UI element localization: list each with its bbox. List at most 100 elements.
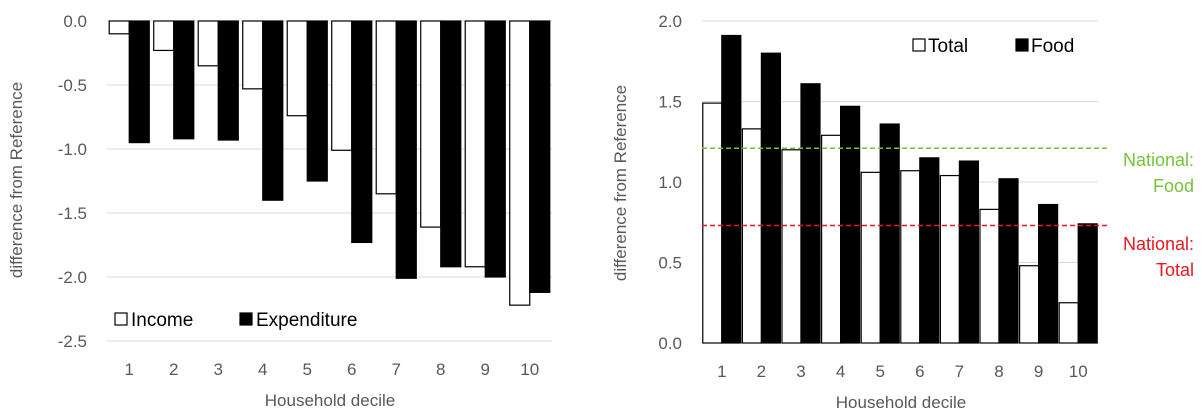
- y-tick-label: -0.5: [58, 76, 87, 95]
- bar-total-3: [781, 149, 802, 344]
- y-tick-label: -1.0: [58, 140, 87, 159]
- bar-income-5: [286, 20, 308, 117]
- bar-food-2: [760, 52, 782, 344]
- bar-food-6: [919, 157, 940, 344]
- bar-food-8: [998, 178, 1019, 344]
- y-tick-label: -1.5: [58, 204, 87, 223]
- x-tick-label: 9: [481, 360, 490, 379]
- bar-income-1: [108, 20, 130, 35]
- bar-income-2: [153, 20, 175, 52]
- legend-label-income: Income: [131, 310, 193, 331]
- bar-food-7: [958, 160, 980, 344]
- y-tick-label: 0.0: [63, 12, 87, 31]
- bar-food-1: [721, 34, 742, 344]
- bar-expenditure-10: [529, 20, 551, 293]
- x-tick-label: 9: [1034, 362, 1043, 381]
- bar-food-9: [1037, 203, 1059, 344]
- x-tick-label: 2: [169, 360, 178, 379]
- left-x-axis-label: Household decile: [265, 391, 395, 410]
- bar-total-4: [820, 134, 842, 344]
- y-tick-label: 1.0: [658, 173, 682, 192]
- x-tick-label: 10: [1069, 362, 1088, 381]
- bar-food-4: [839, 105, 861, 344]
- legend-label-expenditure: Expenditure: [256, 310, 357, 331]
- right-legend: Total Food: [912, 36, 1074, 57]
- bar-income-7: [375, 20, 397, 195]
- left-x-tick-labels: 1 2 3 4 5 6 7 8 9 10: [125, 360, 540, 379]
- x-tick-label: 10: [520, 360, 539, 379]
- legend-swatch-total: [912, 38, 926, 52]
- x-tick-label: 4: [836, 362, 845, 381]
- bar-expenditure-9: [484, 20, 506, 278]
- legend-label-total: Total: [928, 36, 968, 57]
- x-tick-label: 1: [125, 360, 134, 379]
- x-tick-label: 2: [757, 362, 766, 381]
- right-y-axis-label: difference from Reference: [611, 85, 630, 281]
- y-tick-label: 0.0: [658, 334, 682, 353]
- left-y-axis-label: difference from Reference: [7, 82, 26, 278]
- legend-label-food: Food: [1031, 36, 1074, 57]
- bar-expenditure-2: [173, 20, 195, 140]
- left-chart: 0.0 -0.5 -1.0 -1.5 -2.0 -2.5 1 2 3 4 5 6 7 8 9 10 Hous…: [7, 12, 552, 410]
- bar-expenditure-3: [217, 20, 239, 141]
- annotation-national-total-line2: Total: [1156, 260, 1194, 280]
- bar-total-2: [741, 128, 763, 344]
- legend-swatch-expenditure: [239, 312, 253, 326]
- bar-total-6: [900, 170, 921, 344]
- bar-food-10: [1077, 223, 1098, 344]
- annotation-national-total: National: Total: [1123, 234, 1194, 280]
- annotation-national-food-line2: Food: [1153, 176, 1194, 196]
- annotation-national-food-line1: National:: [1123, 150, 1194, 170]
- bar-total-8: [979, 208, 1000, 344]
- annotation-national-food: National: Food: [1123, 150, 1194, 196]
- right-reference-lines: [702, 147, 1108, 227]
- x-tick-label: 3: [796, 362, 805, 381]
- right-bars: [702, 34, 1098, 344]
- x-tick-label: 1: [717, 362, 726, 381]
- left-bars: [108, 20, 551, 306]
- y-tick-label: -2.5: [58, 332, 87, 351]
- bar-expenditure-4: [262, 20, 284, 201]
- bar-expenditure-1: [128, 20, 150, 144]
- right-chart: 0.0 0.5 1.0 1.5 2.0 1 2 3 4 5 6 7 8 9 10 Household de…: [611, 12, 1194, 412]
- x-tick-label: 6: [347, 360, 356, 379]
- x-tick-label: 4: [258, 360, 267, 379]
- bar-expenditure-7: [395, 20, 417, 279]
- bar-food-5: [879, 123, 900, 344]
- y-tick-label: 0.5: [658, 254, 682, 273]
- bar-food-3: [800, 83, 821, 344]
- x-tick-label: 7: [955, 362, 964, 381]
- x-tick-label: 6: [915, 362, 924, 381]
- annotation-national-total-line1: National:: [1123, 234, 1194, 254]
- left-legend: Income Expenditure: [114, 310, 357, 331]
- right-x-tick-labels: 1 2 3 4 5 6 7 8 9 10: [717, 362, 1088, 381]
- y-tick-label: 2.0: [658, 12, 682, 31]
- x-tick-label: 5: [303, 360, 312, 379]
- right-y-tick-labels: 0.0 0.5 1.0 1.5 2.0: [658, 12, 682, 353]
- bar-income-8: [420, 20, 442, 228]
- bar-expenditure-5: [306, 20, 328, 182]
- x-tick-label: 8: [994, 362, 1003, 381]
- bar-expenditure-8: [440, 20, 462, 268]
- x-tick-label: 3: [214, 360, 223, 379]
- bar-income-3: [197, 20, 219, 67]
- bar-total-7: [939, 174, 961, 344]
- left-y-tick-labels: 0.0 -0.5 -1.0 -1.5 -2.0 -2.5: [58, 12, 87, 351]
- legend-swatch-food: [1015, 38, 1029, 52]
- x-tick-label: 7: [392, 360, 401, 379]
- bar-total-5: [860, 171, 881, 344]
- x-tick-label: 5: [875, 362, 884, 381]
- bar-expenditure-6: [351, 20, 373, 244]
- bar-income-6: [331, 20, 353, 151]
- bar-income-4: [242, 20, 264, 90]
- bar-income-10: [509, 20, 531, 306]
- x-tick-label: 8: [436, 360, 445, 379]
- bar-total-9: [1018, 265, 1040, 344]
- bar-income-9: [464, 20, 486, 268]
- legend-swatch-income: [114, 312, 128, 326]
- right-x-axis-label: Household decile: [836, 393, 966, 412]
- y-tick-label: 1.5: [658, 93, 682, 112]
- y-tick-label: -2.0: [58, 268, 87, 287]
- bar-total-1: [702, 102, 723, 344]
